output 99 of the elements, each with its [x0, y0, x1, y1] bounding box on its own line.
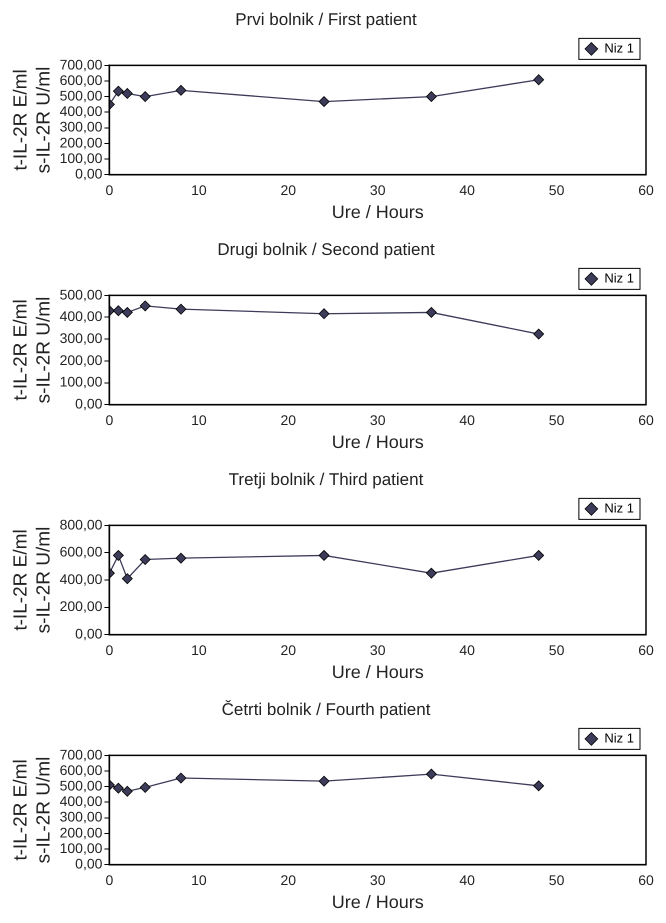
x-tick-label: 50	[548, 872, 565, 888]
x-tick-label: 10	[191, 642, 207, 658]
y-tick-label: 500,00	[60, 777, 103, 794]
y-axis-title: t-IL-2R E/ml s-IL-2R U/ml	[10, 296, 54, 404]
point	[533, 74, 544, 86]
point	[122, 573, 133, 584]
point	[426, 568, 437, 579]
point	[140, 782, 151, 793]
point	[112, 305, 124, 316]
x-tick-label: 40	[459, 182, 476, 198]
y-tick-label: 200,00	[60, 824, 103, 840]
x-tick-label: 30	[370, 642, 386, 658]
x-tick-label: 60	[638, 412, 654, 428]
y-axis-title: t-IL-2R E/ml s-IL-2R U/ml	[10, 756, 54, 864]
x-axis-title: Ure / Hours	[332, 892, 424, 912]
point	[426, 91, 437, 102]
x-tick-label: 30	[370, 872, 386, 888]
point	[318, 776, 330, 787]
x-tick-label: 0	[106, 182, 114, 198]
y-tick-label: 800,00	[60, 516, 103, 532]
legend-label: Niz 1	[604, 40, 634, 56]
y-tick-label: 500,00	[60, 286, 103, 302]
x-tick-label: 60	[638, 872, 654, 888]
chart-title: Tretji bolnik / Third patient	[228, 470, 424, 489]
y-tick-label: 500,00	[60, 87, 103, 104]
y-tick-label: 200,00	[60, 352, 103, 368]
point	[140, 300, 151, 312]
chart-title: Drugi bolnik / Second patient	[217, 240, 435, 259]
x-tick-label: 50	[548, 642, 565, 658]
x-tick-label: 10	[191, 412, 207, 428]
y-tick-label: 600,00	[60, 72, 103, 88]
x-tick-label: 40	[459, 872, 476, 888]
y-tick-label: 600,00	[60, 762, 103, 778]
y-axis-title: t-IL-2R E/ml s-IL-2R U/ml	[10, 526, 54, 634]
x-tick-label: 20	[280, 872, 296, 888]
x-tick-label: 20	[280, 412, 296, 428]
y-axis-title: t-IL-2R E/ml s-IL-2R U/ml	[10, 66, 54, 174]
y-tick-label: 0,00	[75, 395, 103, 412]
point	[122, 307, 133, 318]
y-tick-label: 400,00	[60, 103, 103, 120]
x-tick-label: 60	[638, 642, 654, 658]
y-tick-label: 700,00	[60, 746, 103, 762]
point	[426, 307, 437, 318]
x-tick-label: 0	[106, 642, 114, 658]
y-tick-label: 100,00	[60, 840, 103, 856]
point	[533, 550, 544, 561]
point	[318, 308, 330, 320]
chart-title: Četrti bolnik / Fourth patient	[222, 700, 431, 719]
y-tick-label: 400,00	[60, 793, 103, 810]
point	[112, 550, 124, 561]
point	[140, 91, 151, 102]
point	[140, 554, 151, 565]
y-tick-label: 200,00	[60, 598, 103, 614]
x-tick-label: 30	[370, 182, 386, 198]
x-axis-title: Ure / Hours	[332, 432, 424, 452]
y-tick-label: 300,00	[60, 118, 103, 135]
x-tick-label: 50	[548, 182, 565, 198]
point	[533, 780, 544, 792]
point	[122, 786, 133, 797]
x-tick-label: 0	[106, 872, 114, 888]
point	[318, 96, 330, 107]
point	[122, 88, 133, 99]
y-tick-label: 100,00	[60, 374, 103, 390]
y-tick-label: 300,00	[60, 330, 103, 346]
x-tick-label: 10	[191, 872, 207, 888]
x-tick-label: 40	[459, 412, 476, 428]
y-tick-label: 700,00	[60, 56, 103, 72]
x-tick-label: 60	[638, 182, 654, 198]
x-tick-label: 50	[548, 412, 565, 428]
x-tick-label: 10	[191, 182, 207, 198]
x-axis-title: Ure / Hours	[332, 202, 424, 222]
point	[318, 550, 330, 561]
y-tick-label: 0,00	[75, 855, 103, 872]
x-tick-label: 30	[370, 412, 386, 428]
x-tick-label: 20	[280, 642, 296, 658]
y-tick-label: 0,00	[75, 165, 103, 182]
point	[176, 772, 186, 784]
y-tick-label: 600,00	[60, 544, 103, 560]
point	[533, 328, 544, 340]
x-tick-label: 20	[280, 182, 296, 198]
point	[426, 768, 437, 780]
y-tick-label: 200,00	[60, 134, 103, 150]
point	[176, 552, 186, 564]
y-tick-label: 100,00	[60, 150, 103, 166]
point	[112, 782, 124, 794]
point	[176, 84, 186, 96]
x-tick-label: 40	[459, 642, 476, 658]
x-tick-label: 0	[106, 412, 114, 428]
legend-label: Niz 1	[604, 270, 634, 286]
point	[112, 86, 124, 97]
legend-label: Niz 1	[604, 730, 634, 746]
point	[176, 304, 186, 315]
chart-title: Prvi bolnik / First patient	[235, 10, 417, 29]
y-tick-label: 400,00	[60, 308, 103, 324]
x-axis-title: Ure / Hours	[332, 662, 424, 682]
y-tick-label: 400,00	[60, 570, 103, 587]
legend-label: Niz 1	[604, 500, 634, 516]
y-tick-label: 300,00	[60, 808, 103, 825]
y-tick-label: 0,00	[75, 625, 103, 642]
